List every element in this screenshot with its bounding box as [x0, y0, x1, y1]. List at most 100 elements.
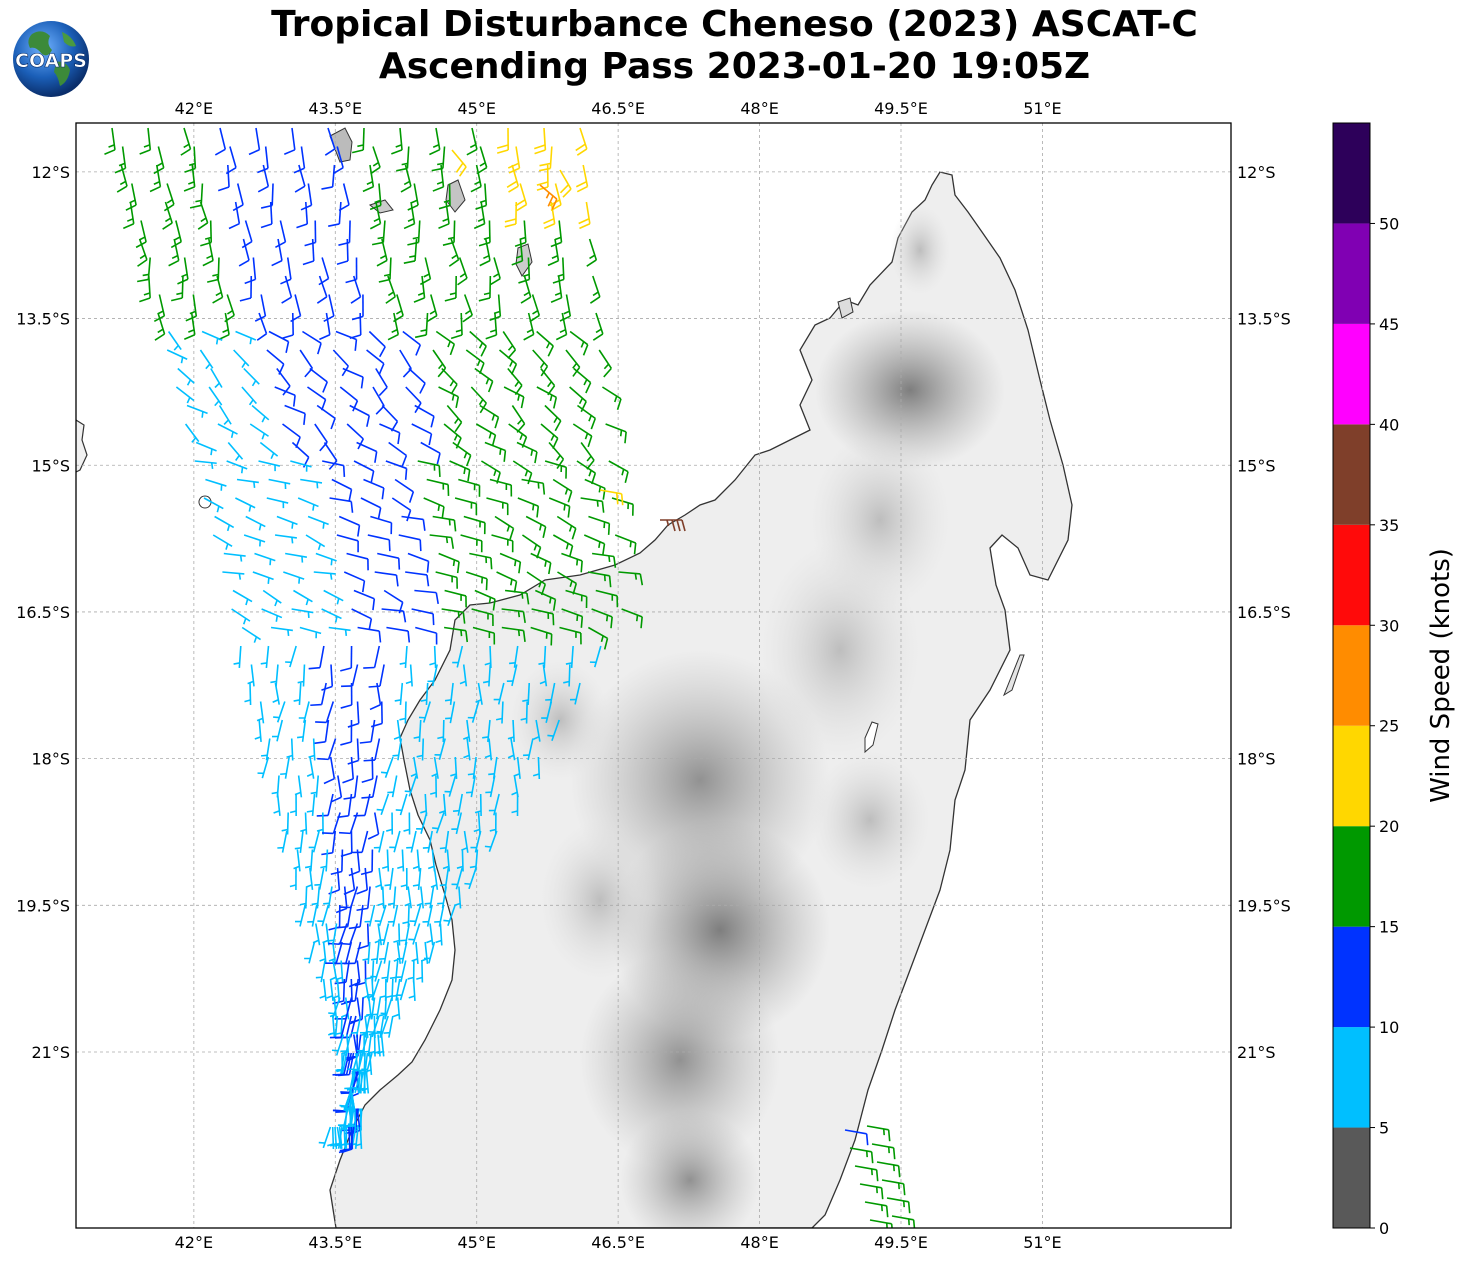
lake-alaotra: [864, 721, 879, 754]
lon-tick-label-bottom: 46.5°E: [591, 1233, 645, 1252]
wind-barb: [294, 904, 306, 927]
wind-barb: [550, 275, 563, 303]
wind-barb: [346, 552, 369, 571]
wind-barb: [339, 886, 359, 909]
wind-barb: [475, 682, 483, 705]
wind-barb: [493, 682, 505, 705]
wind-barb: [538, 645, 547, 669]
wind-barb: [184, 146, 197, 173]
wind-barb: [484, 830, 498, 852]
colorbar-bin: [1333, 1127, 1370, 1228]
wind-barb: [317, 738, 337, 761]
wind-barb: [374, 904, 387, 927]
lon-tick-label-top: 48°E: [740, 99, 778, 118]
wind-barb: [305, 534, 326, 551]
wind-barb: [314, 867, 325, 890]
wind-barb: [171, 275, 184, 302]
wind-barb: [353, 589, 376, 611]
wind-barb: [356, 867, 369, 895]
wind-barb: [371, 997, 382, 1020]
wind-barb: [364, 904, 376, 927]
wind-barb: [576, 404, 597, 430]
wind-barb: [139, 275, 151, 303]
wind-barb: [302, 238, 315, 266]
colorbar-tick-label: 30: [1379, 616, 1399, 635]
wind-barb: [849, 1147, 874, 1164]
lat-tick-label-left: 12°S: [31, 163, 70, 182]
wind-barb: [423, 941, 436, 964]
wind-barb: [195, 441, 217, 456]
wind-barb: [446, 404, 463, 433]
wind-barb: [294, 164, 306, 193]
wind-barb: [414, 312, 429, 339]
wind-barb: [586, 238, 598, 267]
wind-barb: [489, 478, 513, 497]
wind-barb: [485, 312, 498, 340]
wind-barb: [374, 571, 399, 587]
lat-tick-label-right: 12°S: [1237, 163, 1276, 182]
wind-barb: [285, 552, 308, 563]
wind-barb: [293, 849, 301, 872]
wind-barb: [300, 478, 323, 489]
wind-barb: [405, 664, 413, 687]
wind-barb: [227, 441, 244, 461]
wind-barb: [272, 682, 280, 705]
wind-barb: [434, 904, 445, 927]
wind-barb: [412, 867, 422, 890]
wind-barb: [404, 775, 418, 797]
lon-tick-label-top: 51°E: [1023, 99, 1061, 118]
wind-barb: [170, 220, 182, 249]
wind-barb: [363, 645, 381, 669]
wind-barb: [459, 664, 468, 687]
wind-barb: [605, 423, 627, 444]
wind-barb: [371, 220, 386, 246]
colorbar-bin: [1333, 1027, 1370, 1128]
wind-barb: [218, 405, 232, 425]
wind-barb: [294, 830, 304, 853]
wind-barb: [473, 812, 481, 835]
wind-barb: [534, 589, 557, 611]
wind-barb: [360, 497, 382, 520]
colorbar-frame: [1332, 122, 1371, 1229]
wind-barb: [399, 701, 407, 724]
wind-barb: [251, 404, 270, 423]
wind-barb: [413, 275, 426, 303]
lon-tick-label-top: 49.5°E: [874, 99, 928, 118]
wind-barb: [385, 275, 396, 304]
lat-tick-label-left: 13.5°S: [16, 310, 70, 329]
wind-barb: [404, 886, 412, 909]
wind-barb: [367, 978, 380, 1001]
lat-tick-label-left: 16.5°S: [16, 603, 70, 622]
wind-barb: [291, 441, 310, 468]
wind-barb: [272, 719, 284, 742]
wind-barb: [337, 1052, 348, 1075]
wind-barb: [283, 571, 305, 584]
wind-barb: [223, 552, 246, 562]
wind-barb: [504, 589, 530, 605]
wind-barb: [608, 460, 629, 483]
wind-barb: [559, 169, 572, 198]
wind-barb: [369, 201, 382, 230]
wind-barb: [520, 275, 532, 304]
wind-barb: [522, 682, 531, 706]
wind-barb: [326, 978, 334, 1001]
wind-barb: [332, 146, 344, 175]
wind-barb: [393, 719, 402, 742]
wind-barb: [332, 349, 350, 377]
wind-barb: [402, 330, 422, 356]
wind-barb: [329, 497, 354, 513]
wind-barb: [484, 738, 493, 761]
wind-barb: [186, 404, 208, 418]
wind-barb: [403, 238, 418, 264]
wind-barb: [502, 331, 517, 359]
wind-barb: [569, 386, 587, 413]
wind-barb: [347, 738, 360, 765]
wind-barb: [235, 330, 257, 345]
wind-barb: [478, 220, 491, 247]
wind-barb: [536, 330, 554, 357]
wind-barb: [563, 664, 571, 687]
colorbar-bin: [1333, 323, 1370, 425]
wind-barb: [450, 312, 463, 340]
wind-barb: [381, 960, 391, 983]
wind-barb: [660, 519, 686, 532]
